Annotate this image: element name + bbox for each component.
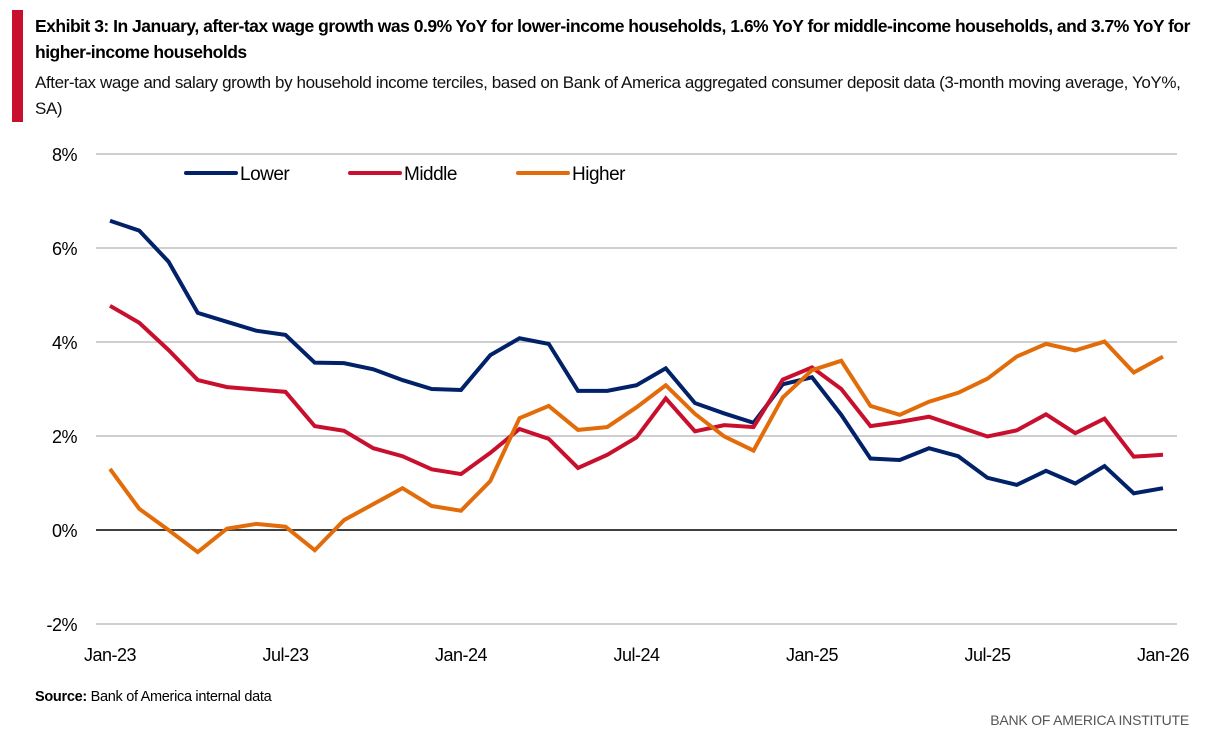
x-tick-label: Jul-23 xyxy=(262,645,309,665)
legend-label: Middle xyxy=(404,164,457,185)
x-tick-label: Jul-25 xyxy=(964,645,1011,665)
series-line-middle xyxy=(108,304,1164,477)
legend-label: Higher xyxy=(572,164,626,185)
y-axis-ticks: -2% 0% 2% 4% 6% 8% xyxy=(46,145,78,635)
legend: Lower Middle Higher xyxy=(184,164,627,185)
y-tick-label: 0% xyxy=(52,521,78,541)
x-axis-ticks: Jan-23 Jul-23 Jan-24 Jul-24 Jan-25 Jul-25 Jan-… xyxy=(84,645,1190,665)
y-tick-label: -2% xyxy=(46,615,77,635)
series-lines xyxy=(108,218,1164,555)
y-tick-label: 2% xyxy=(52,427,78,447)
y-tick-label: 4% xyxy=(52,333,78,353)
chart-title: Exhibit 3: In January, after-tax wage gr… xyxy=(35,16,1190,62)
x-tick-label: Jul-24 xyxy=(613,645,660,665)
series-line-lower xyxy=(109,218,1164,496)
source-label: Source: xyxy=(35,689,87,705)
y-tick-label: 8% xyxy=(52,145,78,165)
y-tick-label: 6% xyxy=(52,239,78,259)
legend-item-middle: Middle xyxy=(348,164,457,185)
chart-subtitle: After-tax wage and salary growth by hous… xyxy=(35,73,1181,118)
legend-item-lower: Lower xyxy=(184,164,291,185)
x-tick-label: Jan-23 xyxy=(84,645,137,665)
legend-label: Lower xyxy=(240,164,290,185)
source-text: Bank of America internal data xyxy=(90,689,272,705)
x-tick-label: Jan-24 xyxy=(435,645,488,665)
series-line-higher xyxy=(108,339,1164,555)
accent-bar xyxy=(12,10,23,122)
legend-item-higher: Higher xyxy=(516,164,627,185)
source-note: Source: Bank of America internal data xyxy=(35,689,272,705)
brand-label: BANK OF AMERICA INSTITUTE xyxy=(990,712,1189,728)
x-tick-label: Jan-26 xyxy=(1137,645,1190,665)
x-tick-label: Jan-25 xyxy=(786,645,839,665)
